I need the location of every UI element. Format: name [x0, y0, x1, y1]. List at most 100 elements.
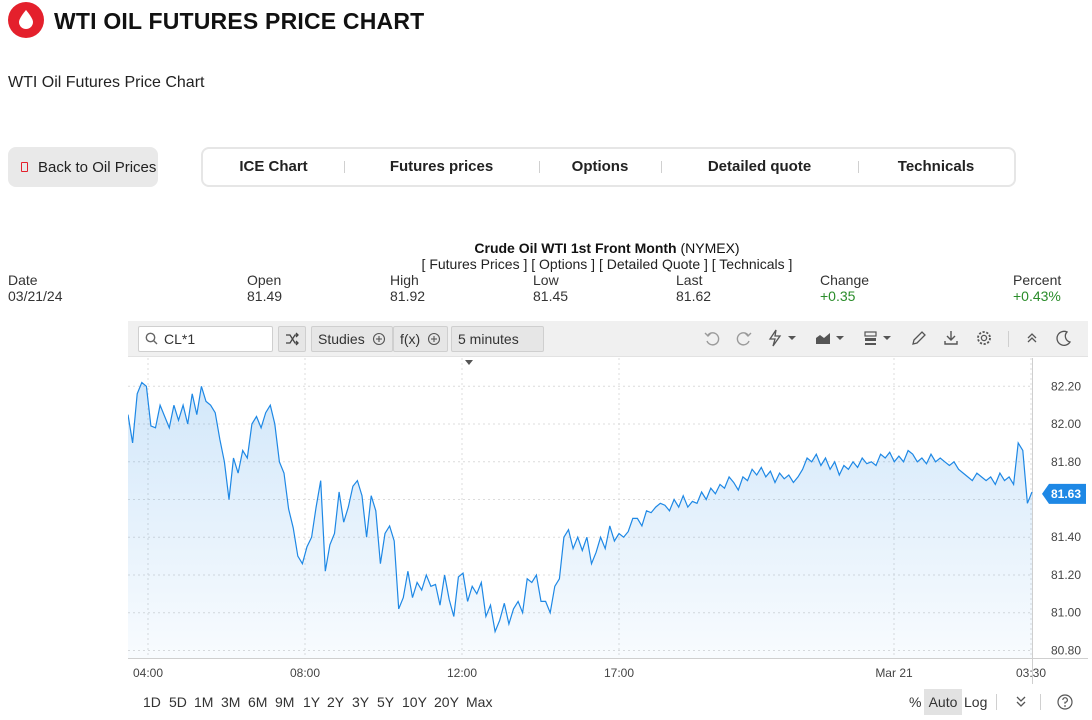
tab-options[interactable]: Options — [571, 158, 629, 175]
x-tick-label: 08:00 — [290, 666, 320, 680]
y-tick-label: 82.20 — [1051, 379, 1081, 393]
range-max[interactable]: Max — [466, 694, 493, 710]
events-icon[interactable] — [766, 329, 800, 347]
price-area — [128, 382, 1032, 658]
chart-footer: 1D 5D 1M 3M 6M 9M 1Y 2Y 3Y 5Y 10Y 20Y Ma… — [128, 684, 1088, 720]
range-3y[interactable]: 3Y — [352, 694, 370, 710]
oil-drop-icon — [19, 10, 33, 29]
quote-label: Last — [676, 272, 703, 288]
range-3m[interactable]: 3M — [221, 694, 241, 710]
x-tick-label: 17:00 — [604, 666, 634, 680]
quote-label: Percent — [1013, 272, 1062, 288]
percent-scale-button[interactable]: % — [909, 694, 922, 710]
log-scale-button[interactable]: Log — [964, 694, 988, 710]
back-to-oil-prices-button[interactable]: Back to Oil Prices — [8, 147, 158, 187]
quote-value: 81.62 — [676, 288, 712, 304]
pencil-icon[interactable] — [910, 329, 928, 347]
search-icon — [145, 332, 158, 345]
chart-toolbar: CL*1 Studies f(x) 5 minutes — [128, 321, 1088, 365]
x-tick-label: 04:00 — [133, 666, 163, 680]
quote-label: Low — [533, 272, 559, 288]
tab-detailed-quote[interactable]: Detailed quote — [707, 158, 812, 175]
redo-icon[interactable] — [735, 329, 753, 347]
back-icon — [21, 162, 28, 172]
compare-button[interactable] — [278, 326, 306, 352]
dark-mode-icon[interactable] — [1055, 329, 1073, 347]
layout-icon[interactable] — [862, 329, 896, 347]
range-2y[interactable]: 2Y — [327, 694, 345, 710]
quote-percent: Percent +0.43% — [1013, 272, 1061, 304]
interval-value: 5 minutes — [458, 331, 519, 347]
y-tick-label: 80.80 — [1051, 643, 1081, 657]
quote-label: Change — [820, 272, 870, 288]
quote-open: Open 81.49 — [247, 272, 282, 304]
page-subtitle: WTI Oil Futures Price Chart — [8, 74, 205, 91]
collapse-icon[interactable] — [1023, 329, 1041, 347]
quote-label: High — [390, 272, 419, 288]
studies-button[interactable]: Studies — [311, 326, 393, 352]
range-5y[interactable]: 5Y — [377, 694, 395, 710]
chart-widget: CL*1 Studies f(x) 5 minutes — [128, 321, 1088, 720]
undo-icon[interactable] — [703, 329, 721, 347]
interval-select[interactable]: 5 minutes — [451, 326, 544, 365]
quote-date: Date 03/21/24 — [8, 272, 63, 304]
y-tick-label: 81.20 — [1051, 568, 1081, 582]
quote-change: Change +0.35 — [820, 272, 869, 304]
chevron-down-icon[interactable] — [1014, 694, 1028, 710]
quote-value: 03/21/24 — [8, 288, 63, 304]
plus-circle-icon — [372, 332, 385, 346]
range-1m[interactable]: 1M — [194, 694, 214, 710]
x-tick-label: 03:30 — [1016, 666, 1046, 680]
footer-divider — [1040, 694, 1041, 710]
y-tick-label: 81.80 — [1051, 455, 1081, 469]
quote-label: Open — [247, 272, 282, 288]
instrument-heading: Crude Oil WTI 1st Front Month (NYMEX) — [0, 240, 1092, 256]
x-axis: 04:00 08:00 12:00 17:00 Mar 21 03:30 — [133, 666, 1046, 680]
price-line — [128, 381, 1033, 634]
range-1d[interactable]: 1D — [143, 694, 161, 710]
quote-low: Low 81.45 — [533, 272, 568, 304]
last-price-label: 81.63 — [1051, 487, 1081, 501]
price-chart[interactable]: 82.2082.0081.8081.6081.4081.2081.0080.80… — [128, 358, 1088, 684]
instrument-links[interactable]: [ Futures Prices ] [ Options ] [ Detaile… — [421, 256, 793, 272]
tab-futures-prices[interactable]: Futures prices — [389, 158, 494, 175]
quote-value: +0.35 — [820, 288, 856, 304]
last-price-tag: 81.63 — [1042, 483, 1086, 504]
tab-divider — [858, 161, 859, 173]
symbol-value: CL*1 — [164, 331, 196, 347]
range-6m[interactable]: 6M — [248, 694, 268, 710]
shuffle-icon — [286, 332, 299, 346]
range-9m[interactable]: 9M — [275, 694, 295, 710]
footer-divider — [996, 694, 997, 710]
toolbar-divider — [1008, 331, 1009, 347]
y-tick-label: 82.00 — [1051, 417, 1081, 431]
quote-value: +0.43% — [1013, 288, 1061, 304]
tab-ice-chart[interactable]: ICE Chart — [239, 158, 308, 175]
page-title: WTI OIL FUTURES PRICE CHART — [54, 8, 425, 34]
function-button[interactable]: f(x) — [393, 326, 449, 352]
range-10y[interactable]: 10Y — [402, 694, 427, 710]
range-20y[interactable]: 20Y — [434, 694, 459, 710]
y-tick-label: 81.40 — [1051, 530, 1081, 544]
download-icon[interactable] — [942, 329, 960, 347]
quote-value: 81.92 — [390, 288, 426, 304]
quote-nav-tabs: ICE Chart Futures prices Options Detaile… — [201, 147, 1016, 187]
plus-circle-icon — [428, 332, 441, 346]
range-5d[interactable]: 5D — [169, 694, 187, 710]
tab-technicals[interactable]: Technicals — [897, 158, 975, 175]
quote-value: 81.49 — [247, 288, 283, 304]
gear-icon[interactable] — [975, 329, 993, 347]
help-icon[interactable] — [1056, 693, 1074, 711]
x-tick-label: Mar 21 — [875, 666, 913, 680]
back-button-label: Back to Oil Prices — [38, 158, 157, 176]
quote-high: High 81.92 — [390, 272, 425, 304]
chart-type-icon[interactable] — [814, 329, 848, 347]
instrument-exchange: (NYMEX) — [680, 240, 740, 256]
auto-scale-button[interactable]: Auto — [924, 689, 962, 715]
quote-last: Last 81.62 — [676, 272, 711, 304]
range-1y[interactable]: 1Y — [303, 694, 321, 710]
symbol-search-input[interactable]: CL*1 — [138, 326, 273, 352]
tab-divider — [344, 161, 345, 173]
tab-divider — [661, 161, 662, 173]
